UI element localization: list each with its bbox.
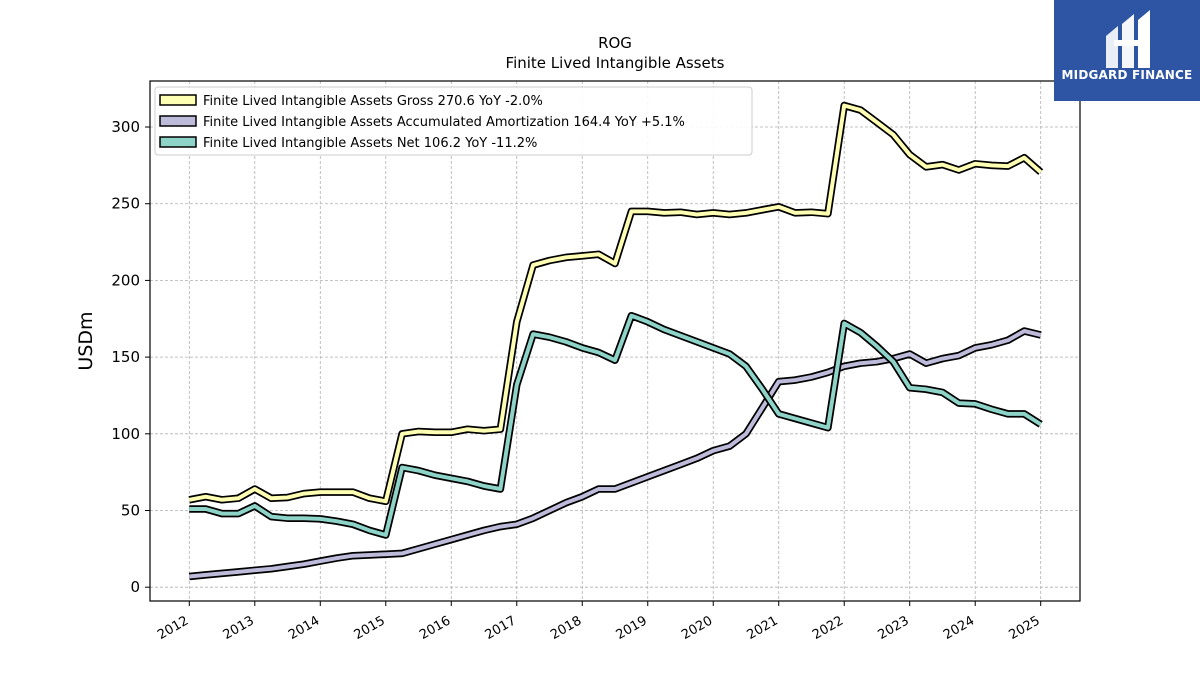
- y-tick-label: 0: [130, 578, 140, 596]
- series-line-outline: [188, 327, 1042, 581]
- legend-label: Finite Lived Intangible Assets Accumulat…: [203, 115, 685, 130]
- y-tick-label: 50: [121, 501, 140, 519]
- legend: Finite Lived Intangible Assets Gross 270…: [154, 86, 753, 156]
- x-tick-label: 2019: [614, 613, 650, 643]
- legend-label: Finite Lived Intangible Assets Net 106.2…: [203, 136, 537, 151]
- x-tick-label: 2012: [155, 613, 191, 643]
- brand-logo: MIDGARD FINANCE: [1054, 0, 1200, 101]
- x-tick-label: 2013: [221, 613, 257, 643]
- x-tick-label: 2023: [876, 613, 912, 643]
- x-tick-label: 2015: [352, 613, 388, 643]
- x-tick-label: 2014: [286, 613, 322, 643]
- brand-name: MIDGARD FINANCE: [1061, 68, 1193, 82]
- x-axis-ticks: 2012 2013 2014 2015 2016 2017 2018 2019 2020 2021…: [155, 601, 1043, 643]
- series-line-2: [189, 329, 1042, 579]
- x-tick-label: 2025: [1007, 613, 1043, 643]
- series-lines: [188, 101, 1044, 581]
- y-tick-label: 200: [111, 271, 140, 289]
- x-tick-label: 2021: [745, 613, 781, 643]
- chart-title: ROG: [598, 34, 632, 52]
- chart-subtitle: Finite Lived Intangible Assets: [506, 54, 725, 72]
- x-tick-label: 2017: [483, 613, 519, 643]
- midgard-logo-icon: [1106, 10, 1150, 68]
- legend-swatch: [159, 94, 197, 106]
- legend-label: Finite Lived Intangible Assets Gross 270…: [203, 94, 543, 109]
- y-axis-ticks: 0 50 100 150 200 250 300: [111, 118, 150, 596]
- y-tick-label: 300: [111, 118, 140, 136]
- x-tick-label: 2020: [679, 613, 715, 643]
- x-tick-label: 2024: [941, 613, 977, 643]
- legend-box: [154, 86, 753, 156]
- series-line-outline: [188, 101, 1044, 506]
- x-tick-label: 2016: [417, 613, 453, 643]
- series-line-1: [188, 103, 1043, 504]
- plot-area-frame: [149, 80, 1081, 602]
- series-line-outline: [189, 311, 1043, 539]
- y-tick-label: 100: [111, 425, 140, 443]
- legend-swatch: [159, 115, 197, 127]
- series-line-3: [189, 313, 1042, 537]
- x-tick-label: 2018: [548, 613, 584, 643]
- legend-swatch: [159, 136, 197, 148]
- y-tick-label: 250: [111, 195, 140, 213]
- x-tick-label: 2022: [810, 613, 846, 643]
- y-axis-label: USDm: [75, 311, 97, 370]
- y-tick-label: 150: [111, 348, 140, 366]
- grid-lines: [150, 81, 1080, 601]
